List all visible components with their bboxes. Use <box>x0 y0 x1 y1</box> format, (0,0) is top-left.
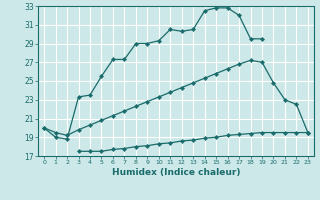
X-axis label: Humidex (Indice chaleur): Humidex (Indice chaleur) <box>112 168 240 177</box>
